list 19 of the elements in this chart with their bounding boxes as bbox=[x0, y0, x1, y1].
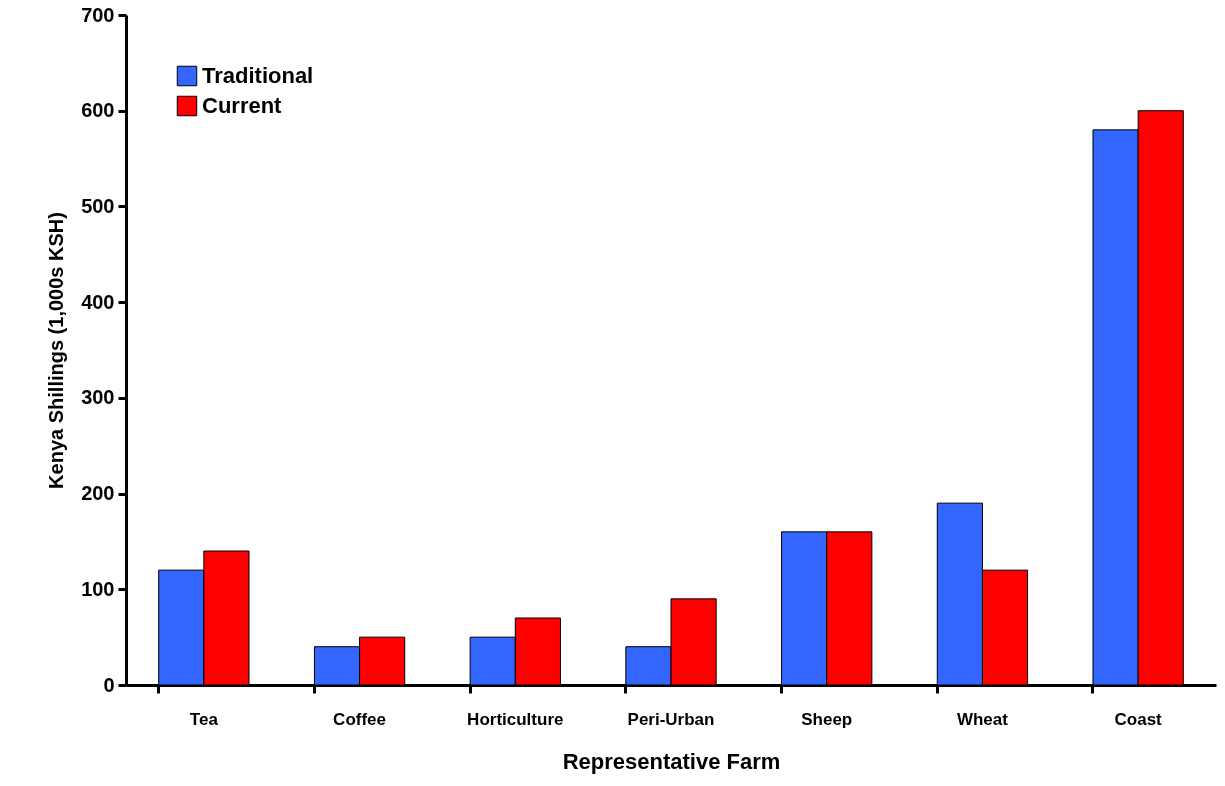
y-tick-label: 300 bbox=[81, 386, 115, 409]
y-tick-label: 100 bbox=[81, 577, 115, 600]
y-axis-title: Kenya Shillings (1,000s KSH) bbox=[45, 212, 68, 489]
x-tick-label: Horticulture bbox=[467, 709, 564, 729]
y-tick-label: 600 bbox=[81, 99, 115, 122]
x-tick-label: Coast bbox=[1114, 709, 1163, 729]
x-tick-label: Peri-Urban bbox=[627, 709, 715, 729]
x-tick-label: Coffee bbox=[333, 709, 387, 729]
legend-label: Current bbox=[202, 93, 283, 118]
y-tick-label: 400 bbox=[81, 290, 115, 313]
x-tick-label: Tea bbox=[189, 709, 219, 729]
x-tick-label: Wheat bbox=[956, 709, 1009, 729]
y-tick-label: 200 bbox=[81, 482, 115, 505]
x-axis-title: Representative Farm bbox=[562, 748, 781, 774]
y-tick-label: 700 bbox=[81, 3, 115, 26]
y-tick-label: 500 bbox=[81, 194, 115, 217]
y-tick-label: 0 bbox=[103, 673, 115, 696]
x-tick-label: Sheep bbox=[801, 709, 853, 729]
legend-label: Traditional bbox=[202, 63, 314, 88]
